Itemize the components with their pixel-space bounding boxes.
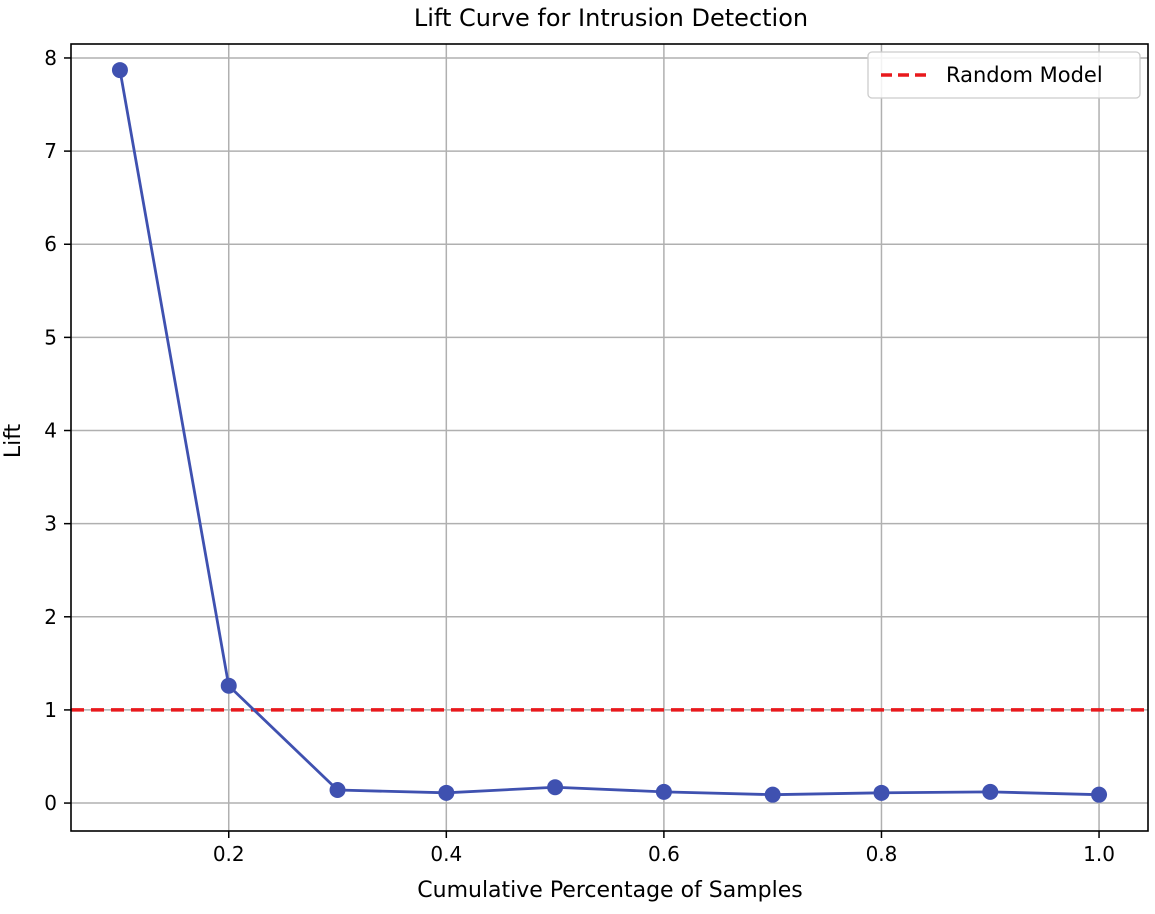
x-tick-label: 0.8 <box>866 842 898 866</box>
y-tick-label: 1 <box>44 698 57 722</box>
chart-title: Lift Curve for Intrusion Detection <box>414 4 808 32</box>
lift-data-point <box>764 786 781 803</box>
x-tick-label: 0.2 <box>213 842 245 866</box>
lift-data-point <box>438 784 455 801</box>
lift-data-point <box>111 62 128 79</box>
lift-data-point <box>982 783 999 800</box>
x-tick-label: 0.6 <box>648 842 680 866</box>
lift-data-point <box>873 784 890 801</box>
x-tick-label: 1.0 <box>1083 842 1115 866</box>
lift-data-point <box>655 783 672 800</box>
legend: Random Model <box>867 51 1141 99</box>
y-tick-label: 8 <box>44 46 57 70</box>
y-tick-label: 3 <box>44 512 57 536</box>
lift-data-point <box>547 779 564 796</box>
y-tick-label: 6 <box>44 232 57 256</box>
y-tick-label: 0 <box>44 791 57 815</box>
legend-label-random-model: Random Model <box>946 63 1103 87</box>
plot-frame <box>70 43 1149 832</box>
y-tick-label: 4 <box>44 419 57 443</box>
y-axis-label: Lift <box>1 423 26 458</box>
lift-data-point <box>220 677 237 694</box>
y-tick-label: 7 <box>44 139 57 163</box>
legend-box <box>867 51 1141 99</box>
series-layer <box>111 62 1108 803</box>
lift-series-line <box>118 69 1100 797</box>
grid-lines <box>71 44 1148 831</box>
lift-data-point <box>329 782 346 799</box>
y-tick-label: 2 <box>44 605 57 629</box>
x-ticks: 0.2 0.4 0.6 0.8 1.0 <box>213 831 1115 866</box>
lift-data-point <box>1091 786 1108 803</box>
x-axis-label: Cumulative Percentage of Samples <box>417 878 802 903</box>
y-tick-label: 5 <box>44 325 57 349</box>
y-ticks: 0 1 2 3 4 5 6 7 8 <box>44 46 71 815</box>
x-tick-label: 0.4 <box>430 842 462 866</box>
